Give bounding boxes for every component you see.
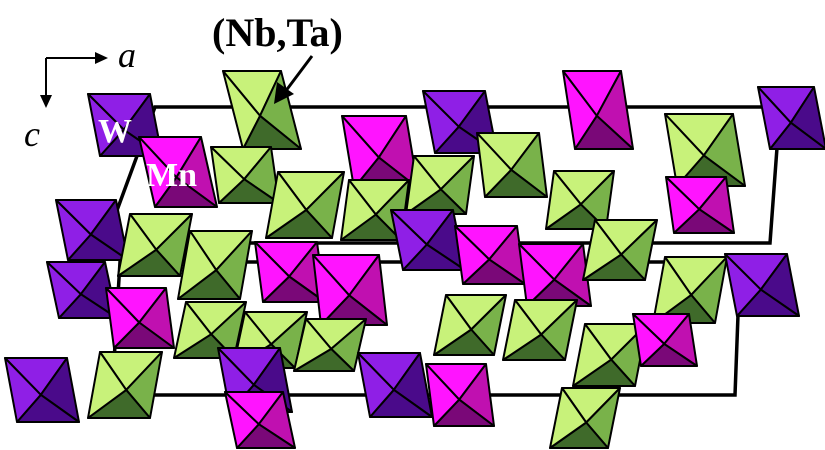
octahedron-face-left xyxy=(46,261,82,319)
nbta-octahedron xyxy=(210,146,280,204)
nbta-pointer-arrowhead xyxy=(274,82,294,104)
nbta-octahedron xyxy=(549,387,621,449)
mn-octahedron xyxy=(632,313,698,367)
octahedron-face-left xyxy=(173,301,213,359)
octahedron-face-left xyxy=(341,115,380,189)
octahedron-face-left xyxy=(549,387,588,449)
nbta-octahedron xyxy=(293,318,367,372)
octahedron-face-left xyxy=(312,254,351,326)
octahedron-face-left xyxy=(55,199,92,261)
octahedron-face-left xyxy=(340,179,377,241)
nbta-octahedron xyxy=(177,230,253,300)
octahedron-face-left xyxy=(652,256,693,324)
w-octahedron xyxy=(55,199,129,261)
octahedron-face-left xyxy=(177,230,218,300)
mn-octahedron xyxy=(665,176,735,234)
nbta-octahedron xyxy=(405,155,475,215)
mn-octahedron xyxy=(425,363,495,427)
nbta-octahedron xyxy=(545,170,615,230)
nbta-octahedron xyxy=(652,256,728,324)
octahedron-face-left xyxy=(357,352,395,418)
octahedron-face-left xyxy=(265,171,308,239)
octahedron-face-left xyxy=(117,213,158,277)
mn-octahedron xyxy=(138,136,218,208)
w-octahedron xyxy=(357,352,433,418)
nbta-octahedron xyxy=(502,299,578,361)
octahedron-face-left xyxy=(502,299,543,361)
octahedron-face-left xyxy=(433,294,473,356)
octahedron-face-left xyxy=(664,113,705,187)
octahedron-face-left xyxy=(724,253,762,317)
mn-octahedron xyxy=(518,243,592,307)
w-octahedron xyxy=(390,209,466,271)
octahedron-face-left xyxy=(582,219,623,281)
w-octahedron xyxy=(4,357,80,423)
octahedron-face-left xyxy=(405,155,442,215)
polyhedra-layer xyxy=(4,70,825,449)
octahedron-face-left xyxy=(757,86,792,150)
nbta-octahedron xyxy=(582,219,658,281)
octahedron-face-left xyxy=(210,146,246,204)
axis-a-arrowhead xyxy=(95,52,108,64)
octahedron-face-left xyxy=(254,241,291,303)
mn-label: Mn xyxy=(146,157,197,194)
octahedron-face-left xyxy=(454,225,491,285)
axis-a-label: a xyxy=(118,35,136,75)
octahedron-face-left xyxy=(476,132,513,198)
nbta-octahedron xyxy=(433,294,507,356)
octahedron-face-left xyxy=(4,357,42,423)
nbta-pointer-line xyxy=(283,55,314,93)
octahedron-face-left xyxy=(562,70,598,150)
w-octahedron xyxy=(724,253,800,317)
octahedron-face-left xyxy=(105,287,141,349)
nbta-octahedron xyxy=(87,351,163,419)
octahedron-face-left xyxy=(390,209,428,271)
nbta-octahedron xyxy=(265,171,345,239)
octahedron-face-left xyxy=(87,93,125,157)
octahedron-face-left xyxy=(518,243,556,307)
nbta-annotation: (Nb,Ta) xyxy=(212,10,343,104)
mn-octahedron xyxy=(224,391,296,449)
mn-octahedron xyxy=(454,225,526,285)
nbta-octahedron xyxy=(664,113,746,187)
axis-c-label: c xyxy=(24,114,40,154)
w-octahedron xyxy=(757,86,825,150)
octahedron-face-left xyxy=(138,136,178,208)
mn-octahedron xyxy=(562,70,634,150)
axis-c-arrowhead xyxy=(40,95,52,108)
nbta-octahedron xyxy=(476,132,548,198)
mn-octahedron xyxy=(105,287,175,349)
nbta-label: (Nb,Ta) xyxy=(212,10,343,55)
octahedron-face-left xyxy=(545,170,582,230)
octahedron-face-left xyxy=(293,318,333,372)
octahedron-face-left xyxy=(665,176,701,234)
w-label: W xyxy=(98,113,132,150)
mn-octahedron xyxy=(341,115,419,189)
octahedron-face-left xyxy=(87,351,128,419)
nbta-octahedron xyxy=(222,70,302,150)
octahedron-face-left xyxy=(222,70,261,150)
octahedron-face-left xyxy=(422,90,460,154)
nbta-octahedron xyxy=(117,213,193,277)
octahedron-face-left xyxy=(632,313,666,367)
axis-indicator: a c xyxy=(24,35,136,154)
octahedron-face-left xyxy=(224,391,260,449)
mn-octahedron xyxy=(312,254,388,326)
octahedron-face-left xyxy=(572,323,613,387)
octahedron-face-left xyxy=(425,363,461,427)
